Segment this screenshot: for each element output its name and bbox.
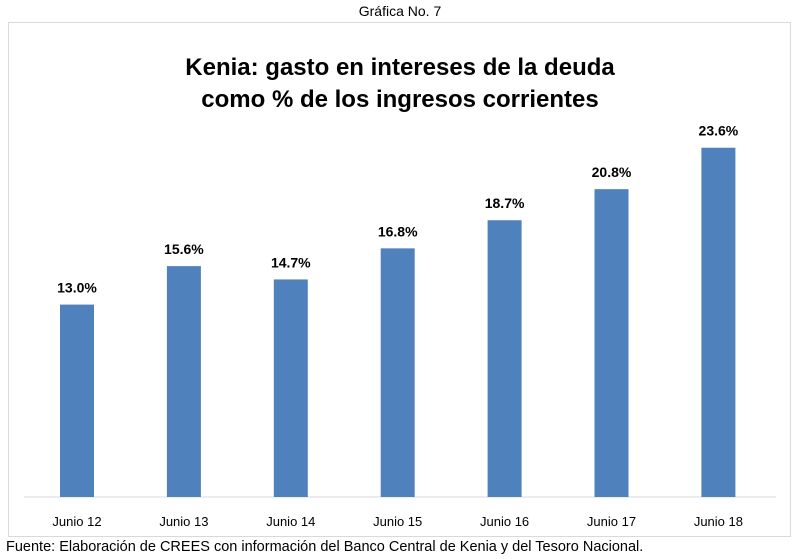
source-note: Fuente: Elaboración de CREES con informa… bbox=[6, 539, 644, 555]
bar bbox=[701, 147, 736, 497]
data-label: 13.0% bbox=[57, 280, 97, 296]
x-tick-label: Junio 14 bbox=[266, 514, 315, 529]
chart-frame bbox=[8, 22, 791, 537]
bar bbox=[60, 304, 94, 497]
chart-title-line: Kenia: gasto en intereses de la deuda bbox=[185, 54, 615, 81]
x-tick-label: Junio 15 bbox=[373, 514, 422, 529]
x-tick-label: Junio 16 bbox=[480, 514, 529, 529]
bar bbox=[273, 279, 308, 497]
bar bbox=[380, 248, 415, 497]
data-label: 18.7% bbox=[485, 195, 525, 211]
bar bbox=[487, 220, 522, 498]
data-label: 20.8% bbox=[592, 164, 632, 180]
x-tick-label: Junio 17 bbox=[587, 514, 636, 529]
chart-title-line: como % de los ingresos corrientes bbox=[201, 86, 598, 113]
data-label: 16.8% bbox=[378, 223, 418, 239]
bar bbox=[166, 266, 201, 497]
figure-caption: Gráfica No. 7 bbox=[358, 3, 442, 19]
data-label: 23.6% bbox=[699, 123, 739, 139]
x-tick-label: Junio 13 bbox=[159, 514, 208, 529]
bar-chart: Kenia: gasto en intereses de la deuda com… bbox=[24, 54, 776, 529]
bar bbox=[594, 189, 629, 497]
data-label: 15.6% bbox=[164, 241, 204, 257]
x-tick-label: Junio 12 bbox=[52, 514, 101, 529]
x-tick-label: Junio 18 bbox=[694, 514, 743, 529]
data-label: 14.7% bbox=[271, 254, 311, 270]
